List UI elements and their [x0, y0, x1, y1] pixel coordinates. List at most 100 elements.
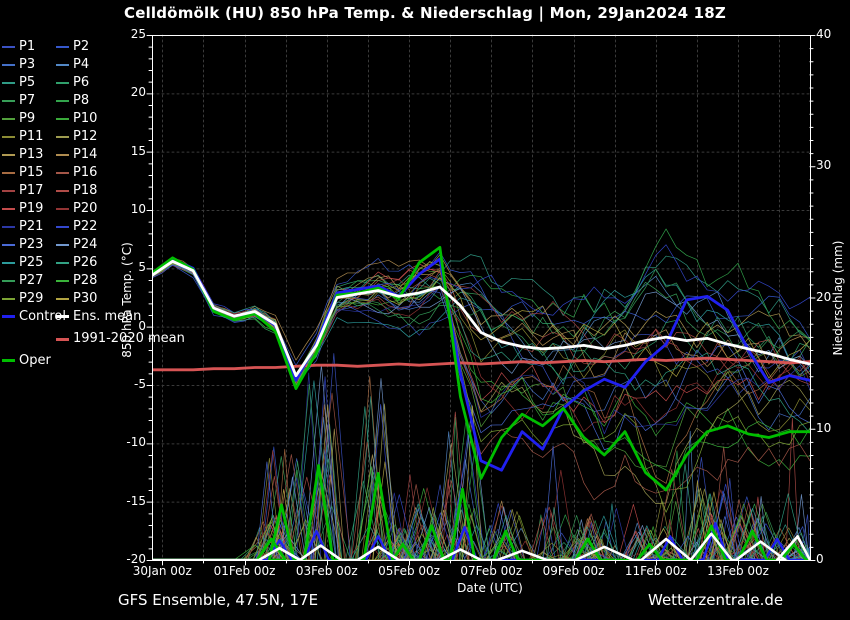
x-tick-label: 07Feb 00z	[460, 564, 523, 578]
legend-color-swatch	[2, 100, 15, 102]
legend-item-p7: P7	[2, 90, 35, 108]
legend-color-swatch	[2, 136, 15, 138]
legend-item-label: P9	[19, 111, 36, 126]
y-left-tick-label: -10	[126, 435, 146, 450]
legend-item-p15: P15	[2, 162, 43, 180]
legend-item-label: P2	[73, 39, 90, 54]
y-right-tick-label: 0	[816, 552, 824, 566]
y-left-tick-label: -5	[134, 377, 146, 391]
y-left-tick-label: 10	[130, 202, 146, 216]
legend-item-p17: P17	[2, 180, 43, 198]
legend-item-p8: P8	[56, 90, 89, 108]
y-left-tick-label: 0	[138, 318, 146, 333]
legend-item-p11: P11	[2, 126, 43, 144]
legend-item-label: P28	[73, 273, 98, 288]
legend-item-label: P4	[73, 57, 90, 72]
legend-item-label: Control	[19, 308, 66, 324]
x-tick-label: 01Feb 00z	[213, 564, 276, 578]
legend-item-label: P19	[19, 201, 44, 216]
legend-color-swatch	[2, 154, 15, 156]
legend-item-label: P21	[19, 219, 44, 234]
legend-item-p2: P2	[56, 36, 89, 54]
legend-item-label: P30	[73, 291, 98, 306]
legend-color-swatch	[56, 46, 69, 48]
legend-item-p24: P24	[56, 234, 97, 252]
legend-item-label: 1991-2020 mean	[73, 331, 185, 346]
legend-item-label: Oper	[19, 352, 51, 368]
legend-item-p23: P23	[2, 234, 43, 252]
legend-item-label: Ens. mean	[73, 308, 142, 324]
legend-item-p18: P18	[56, 180, 97, 198]
legend-color-swatch	[2, 244, 15, 246]
legend-color-swatch	[56, 82, 69, 84]
legend-item-p27: P27	[2, 270, 43, 288]
legend-item-p12: P12	[56, 126, 97, 144]
legend-item-label: P26	[73, 255, 98, 270]
y-left-tick-label: 20	[130, 85, 146, 100]
legend-item-p1: P1	[2, 36, 35, 54]
y-left-tick-label: 25	[130, 27, 146, 41]
legend-item-p30: P30	[56, 288, 97, 306]
legend-color-swatch	[56, 100, 69, 102]
legend-item-p26: P26	[56, 252, 97, 270]
legend-color-swatch	[2, 208, 15, 210]
legend-color-swatch	[2, 82, 15, 84]
x-tick-label: 09Feb 00z	[542, 564, 605, 578]
legend-item-p22: P22	[56, 216, 97, 234]
legend-item-label: P23	[19, 237, 44, 252]
legend-item-label: P15	[19, 165, 44, 180]
legend-item-1991-2020-mean: 1991-2020 mean	[56, 331, 185, 368]
legend-color-swatch	[56, 118, 69, 120]
legend-item-label: P24	[73, 237, 98, 252]
legend-color-swatch	[56, 136, 69, 138]
legend-item-p5: P5	[2, 72, 35, 90]
legend-color-swatch	[2, 118, 15, 120]
legend-item-label: P29	[19, 291, 44, 306]
legend-item-oper: Oper	[2, 350, 51, 368]
x-tick-label: 11Feb 00z	[624, 564, 687, 578]
legend-color-swatch	[2, 46, 15, 48]
legend-color-swatch	[2, 190, 15, 192]
legend-color-swatch	[56, 280, 69, 282]
site-credit-label: Wetterzentrale.de	[648, 591, 784, 609]
legend-item-label: P11	[19, 129, 44, 144]
legend-color-swatch	[2, 315, 15, 318]
legend-color-swatch	[56, 64, 69, 66]
legend-color-swatch	[2, 64, 15, 66]
legend-item-p16: P16	[56, 162, 97, 180]
x-tick-label: 05Feb 00z	[378, 564, 440, 578]
y-right-tick-label: 30	[816, 158, 832, 173]
model-info-label: GFS Ensemble, 47.5N, 17E	[118, 591, 319, 609]
legend-item-label: P5	[19, 75, 36, 90]
y-left-tick-label: -20	[126, 552, 146, 566]
legend-item-control: Control	[2, 306, 66, 324]
legend-color-swatch	[56, 190, 69, 192]
legend-item-label: P10	[73, 111, 98, 126]
legend-color-swatch	[2, 359, 15, 362]
legend-color-swatch	[56, 298, 69, 300]
legend-item-p10: P10	[56, 108, 97, 126]
legend-item-label: P7	[19, 93, 36, 108]
legend-item-p28: P28	[56, 270, 97, 288]
y-right-tick-label: 40	[816, 27, 832, 41]
legend-item-label: P22	[73, 219, 98, 234]
legend-item-p21: P21	[2, 216, 43, 234]
y-right-tick-label: 10	[816, 420, 832, 435]
legend-item-label: P12	[73, 129, 98, 144]
legend-item-p14: P14	[56, 144, 97, 162]
legend-item-p20: P20	[56, 198, 97, 216]
legend-color-swatch	[56, 262, 69, 264]
legend-item-p3: P3	[2, 54, 35, 72]
legend-item-label: P18	[73, 183, 98, 198]
legend-item-label: P3	[19, 57, 36, 72]
legend-color-swatch	[56, 154, 69, 156]
y-right-tick-label: 20	[816, 289, 832, 304]
x-tick-label: 03Feb 00z	[295, 564, 358, 578]
legend-item-ens-mean: Ens. mean	[56, 306, 141, 324]
legend-color-swatch	[56, 208, 69, 210]
x-axis-title: Date (UTC)	[457, 581, 523, 595]
legend-item-p13: P13	[2, 144, 43, 162]
y-left-tick-label: 15	[130, 143, 146, 158]
